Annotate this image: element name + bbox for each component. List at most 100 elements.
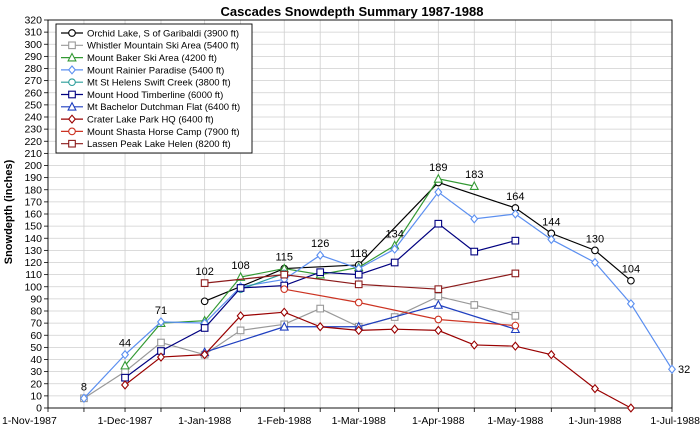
y-tick-label: 170 [24,196,42,208]
data-point [200,297,209,306]
data-point [157,338,165,347]
x-tick-label: 1-Jan-1988 [178,415,231,427]
data-point [121,380,130,390]
data-point [200,279,209,287]
series-8 [121,307,635,413]
series-line [204,181,632,302]
data-point [511,341,520,351]
data-point [591,246,599,255]
legend-swatch-marker [67,114,77,124]
y-tick-label: 290 [24,51,42,63]
y-tick-label: 200 [24,160,42,172]
legend-label: Mount Rainier Paradise (5400 ft) [87,65,224,76]
x-tick-label: 1-Nov-1987 [2,415,57,427]
data-point [434,292,443,301]
y-tick-label: 240 [24,112,42,124]
legend-swatch-marker [68,127,76,136]
series-line [284,288,516,327]
axes: 0102030405060708090100110120130140150160… [2,15,700,428]
data-point [433,299,444,309]
y-tick-label: 0 [36,403,42,415]
data-point [354,280,363,289]
data-point [121,349,130,360]
data-point [354,298,363,307]
data-point [434,219,443,228]
y-tick-label: 30 [30,366,42,378]
data-point [667,364,677,374]
data-label: 8 [81,381,87,393]
data-point [470,214,479,224]
data-label: 102 [195,266,213,278]
data-point [354,270,363,279]
data-point [470,340,479,350]
data-point [354,325,363,336]
legend-label: Mount Baker Ski Area (4200 ft) [87,53,217,64]
y-tick-label: 180 [24,184,42,196]
data-label: 144 [542,216,560,228]
data-point [626,403,635,413]
series-10 [200,269,520,294]
legend-swatch-marker [67,52,77,62]
data-point [280,307,289,317]
legend-label: Mount Shasta Horse Camp (7900 ft) [87,127,240,138]
x-tick-label: 1-Jul-1988 [650,415,700,427]
legend-swatch-marker [68,29,76,37]
legend-label: Lassen Peak Lake Helen (8200 ft) [87,139,231,150]
series-line [124,311,632,409]
data-label: 115 [275,252,293,264]
y-tick-label: 70 [30,318,42,330]
data-point [511,321,520,330]
data-point [156,352,166,362]
legend-entry: Mount Shasta Horse Camp (7900 ft) [61,127,240,138]
series-line [240,272,285,290]
data-point [280,270,289,279]
legend-swatch-marker [68,41,76,50]
x-tick-label: 1-May-1988 [487,415,543,427]
data-point [470,247,479,256]
plot-frame [47,19,673,409]
data-label: 189 [429,162,447,174]
x-tick-label: 1-Feb-1988 [257,415,311,427]
data-point [434,285,443,294]
legend-entry: Lassen Peak Lake Helen (8200 ft) [61,139,231,150]
y-tick-label: 220 [24,136,42,148]
data-point [511,269,520,278]
data-point [434,315,443,324]
y-tick-label: 20 [30,378,42,390]
y-tick-label: 150 [24,221,42,233]
y-tick-label: 50 [30,342,42,354]
legend-label: Whistler Mountain Ski Area (5400 ft) [87,41,239,52]
x-tick-label: 1-Apr-1988 [412,415,465,427]
data-point [280,285,289,294]
y-tick-label: 140 [24,233,42,245]
data-label: 130 [586,233,604,245]
y-tick-label: 280 [24,63,42,75]
data-point [236,326,245,335]
y-axis-label: Snowdepth (inches) [3,159,15,264]
series-4 [79,187,677,404]
data-point [547,349,556,360]
data-point [469,180,480,190]
data-point [316,304,325,313]
legend-entry: Orchid Lake, S of Garibaldi (3900 ft) [61,28,239,39]
legend-entry: Mt St Helens Swift Creek (3800 ft) [61,78,231,89]
legend-box [55,23,253,154]
data-label: 108 [231,260,249,272]
data-point [627,276,635,285]
y-tick-label: 60 [30,330,42,342]
data-label: 164 [506,191,524,203]
legend-swatch-marker [68,78,76,87]
legend-swatch-marker [67,101,77,111]
data-point [470,301,479,309]
legend-label: Orchid Lake, S of Garibaldi (3900 ft) [87,28,239,39]
data-point [390,258,399,267]
data-label: 32 [678,364,690,376]
data-label: 126 [311,238,329,250]
data-label: 118 [350,248,368,260]
data-point [511,236,520,245]
y-tick-label: 120 [24,257,42,269]
legend-swatch-marker [68,90,76,99]
data-point [511,311,520,320]
data-point [156,317,166,327]
legend: Orchid Lake, S of Garibaldi (3900 ft) Whi… [55,23,253,154]
